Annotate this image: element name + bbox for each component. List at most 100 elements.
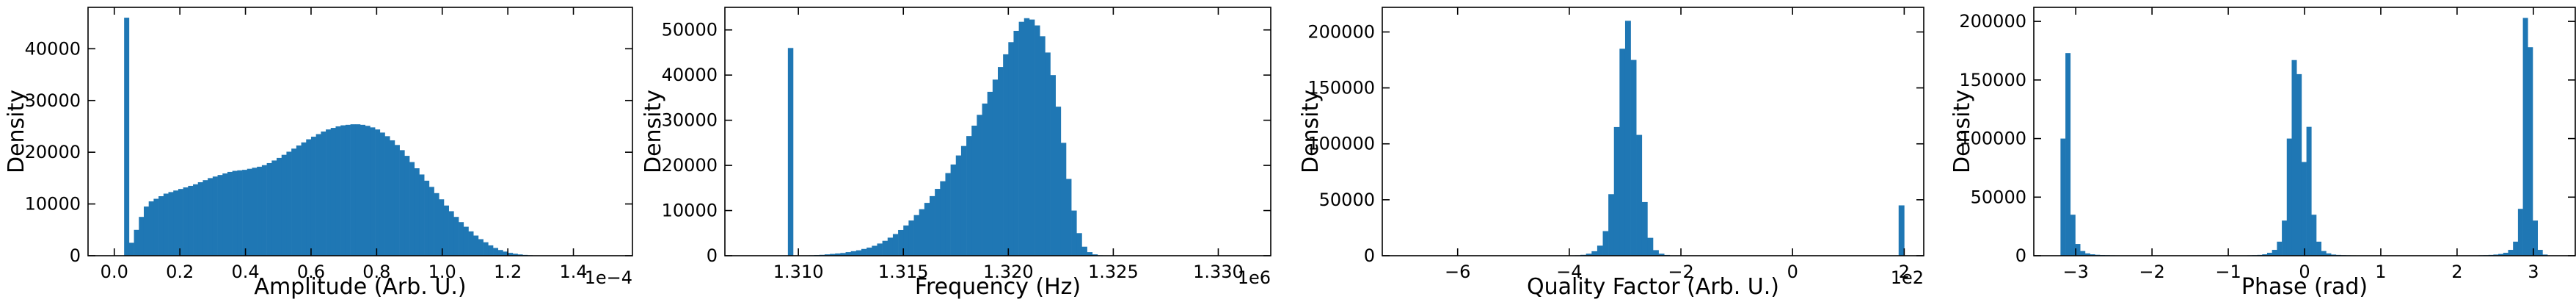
y-tick-label: 10000 [662, 201, 718, 221]
histogram-bars [1569, 21, 1905, 256]
histogram-bar [919, 209, 925, 256]
histogram-bar [1586, 254, 1592, 256]
histogram-bar [872, 245, 877, 256]
y-tick-label: 20000 [25, 142, 81, 162]
y-tick-label: 50000 [1971, 187, 2026, 207]
histogram-bar [830, 254, 836, 256]
histogram-bar [252, 168, 258, 256]
histogram-bar [399, 150, 405, 256]
histogram-bar [493, 248, 499, 256]
histogram-bar [2266, 253, 2272, 256]
histogram-bar [360, 124, 365, 256]
histogram-bar [404, 156, 410, 256]
x-tick-label: 0.2 [166, 262, 194, 282]
histogram-bar [1013, 30, 1019, 256]
histogram-bar [2508, 250, 2514, 256]
histogram-bar [1653, 250, 1659, 256]
histogram-bar [1898, 205, 1905, 256]
histogram-bar [998, 67, 1004, 256]
y-axis-label: Density [641, 90, 666, 173]
x-tick-label: 3 [2528, 262, 2539, 282]
histogram-panel-2: 1.310 1.315 1.320 1.325 1.330 0 10000 20000 3000… [641, 7, 1271, 300]
histogram-bar [1076, 233, 1082, 256]
histogram-bar [128, 242, 134, 256]
histogram-bar [2498, 254, 2504, 256]
histogram-bar [850, 251, 857, 256]
histogram-bar [887, 237, 894, 256]
histogram-bar [1029, 19, 1035, 256]
y-axis-label: Density [4, 90, 29, 173]
histogram-bar [2517, 209, 2523, 256]
histogram-bar [2090, 254, 2095, 256]
histogram-bar [840, 253, 846, 256]
histogram-bar [2272, 250, 2277, 256]
y-tick-label: 40000 [662, 65, 718, 85]
histogram-bar [1658, 254, 1665, 256]
histogram-bar [315, 134, 321, 256]
x-axis-label: Amplitude (Arb. U.) [254, 274, 466, 300]
histogram-bar [463, 226, 469, 256]
histogram-panel-4: −3 −2 −1 0 1 2 3 0 50000 100000 150000 200000 Phase … [1949, 7, 2576, 300]
histogram-bar [2321, 251, 2327, 256]
histogram-bar [512, 254, 518, 256]
histogram-bar [1608, 194, 1615, 256]
x-tick-label: 1.4 [559, 262, 587, 282]
plot-frame [87, 7, 633, 256]
histogram-bar [2060, 138, 2066, 256]
histogram-bar [488, 245, 494, 256]
histogram-bar [892, 234, 899, 256]
histogram-bar [1003, 54, 1009, 256]
y-tick-label: 100000 [1959, 129, 2026, 149]
histogram-bar [208, 178, 214, 256]
histogram-bar [1040, 36, 1046, 256]
x-axis-label: Quality Factor (Arb. U.) [1527, 274, 1779, 300]
x-tick-label: 1.320 [983, 262, 1034, 282]
histogram-bar [227, 171, 233, 256]
histogram-bar [222, 173, 228, 256]
x-tick-label: 0 [1787, 262, 1798, 282]
histogram-bar [242, 170, 248, 256]
histogram-bar [306, 139, 312, 256]
histogram-bar [428, 187, 434, 256]
x-tick-label: 1.0 [428, 262, 456, 282]
histogram-bar [335, 126, 341, 256]
x-tick-label: 0 [2299, 262, 2310, 282]
histogram-bar [2533, 220, 2538, 256]
histogram-bar [384, 136, 390, 256]
histogram-bar [286, 151, 292, 256]
x-axis-label: Phase (rad) [2241, 274, 2368, 300]
x-tick-label: −6 [1445, 262, 1470, 282]
histogram-bar [882, 240, 889, 256]
histogram-bar [212, 176, 218, 256]
x-tick-label: −3 [2062, 262, 2088, 282]
histogram-bar [291, 148, 297, 256]
histogram-bar [2316, 241, 2322, 256]
histogram-bar [2301, 162, 2307, 256]
x-tick-label: 1.325 [1088, 262, 1139, 282]
histogram-bar [448, 211, 454, 256]
histogram-bar [379, 132, 385, 256]
histogram-bar [2080, 251, 2086, 256]
histogram-bar [375, 129, 381, 256]
y-axis-label: Density [1949, 90, 1975, 173]
histogram-bar [2262, 254, 2268, 256]
histogram-bar [2326, 253, 2332, 256]
histogram-bars [2060, 18, 2548, 256]
histogram-bar [424, 180, 430, 256]
histogram-bar [935, 189, 941, 256]
plot-frame [1382, 7, 1924, 256]
histogram-bar [459, 222, 464, 256]
x-tick-label: −4 [1556, 262, 1582, 282]
histogram-bar [326, 129, 332, 256]
y-tick-label: 0 [1364, 245, 1375, 266]
histogram-bar [1024, 18, 1030, 256]
histogram-bar [301, 142, 307, 256]
x-tick-label: 0.0 [101, 262, 128, 282]
histogram-bar [409, 162, 415, 256]
histogram-bar [1071, 210, 1077, 256]
histogram-panel-3: −6 −4 −2 0 2 0 50000 100000 150000 200000 Quality … [1298, 7, 1924, 300]
histogram-bar [266, 162, 272, 256]
x-axis-label: Frequency (Hz) [915, 274, 1081, 300]
histogram-bar [271, 160, 277, 256]
histogram-bar [340, 125, 346, 256]
